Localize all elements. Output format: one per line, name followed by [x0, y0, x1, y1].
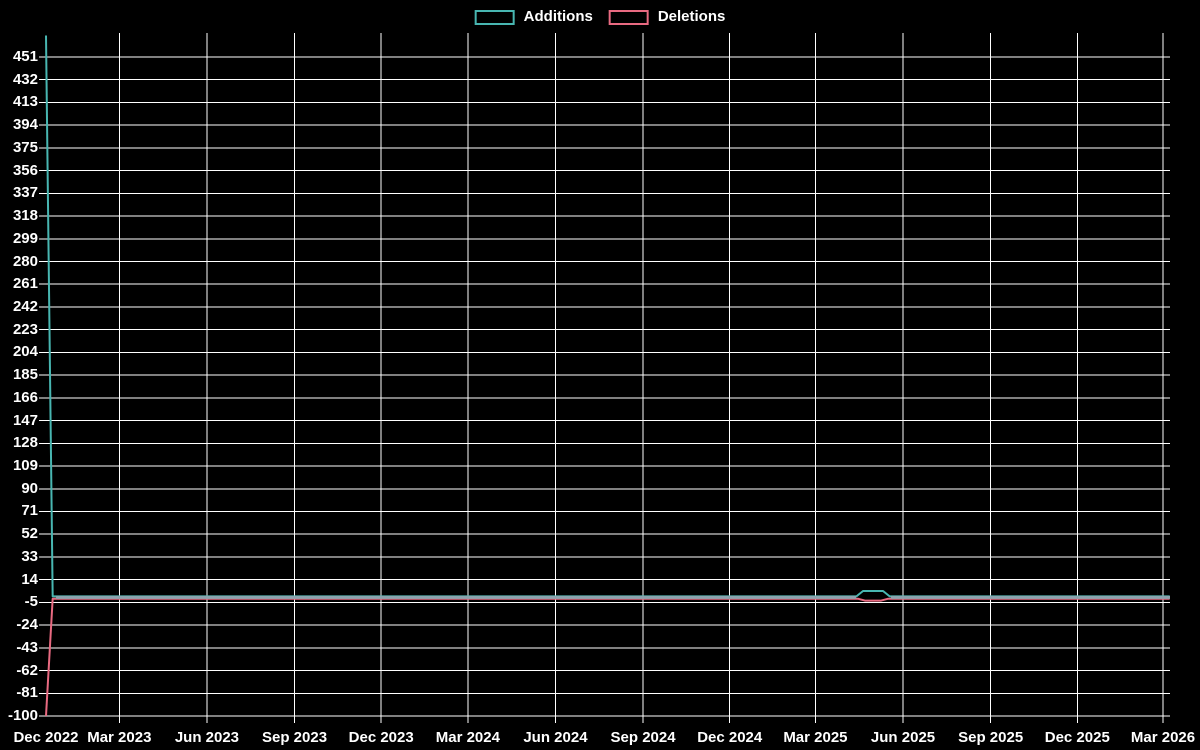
y-tick-label: 432 — [12, 70, 38, 88]
deletions-swatch-icon — [608, 9, 649, 25]
y-tick-label: 413 — [12, 93, 38, 111]
x-tick-label: Jun 2023 — [174, 729, 240, 746]
x-tick-label: Jun 2025 — [870, 729, 936, 746]
y-tick-label: 71 — [21, 502, 38, 520]
legend-label-additions: Additions — [523, 8, 593, 25]
x-tick-label: Dec 2025 — [1044, 729, 1110, 746]
x-tick-label: Sep 2023 — [262, 729, 328, 746]
y-tick-label: 33 — [21, 547, 38, 565]
x-tick-label: Sep 2024 — [610, 729, 676, 746]
x-tick-label: Dec 2024 — [697, 729, 763, 746]
y-tick-label: 242 — [12, 297, 38, 315]
x-tick-label: Jun 2024 — [523, 729, 588, 746]
legend-label-deletions: Deletions — [657, 8, 726, 25]
y-tick-label: 147 — [12, 411, 38, 429]
x-tick-label: Mar 2026 — [1130, 729, 1196, 746]
additions-swatch-icon — [474, 9, 515, 25]
chart-legend: Additions Deletions — [474, 8, 726, 26]
x-tick-label: Mar 2023 — [87, 729, 152, 746]
additions-line — [45, 35, 1170, 598]
y-tick-label: 299 — [12, 229, 38, 247]
y-tick-label: 261 — [12, 275, 38, 293]
x-tick-label: Mar 2024 — [435, 729, 500, 746]
x-tick-label: Mar 2025 — [783, 729, 848, 746]
x-tick-label: Dec 2022 — [13, 729, 79, 746]
y-tick-label: 128 — [12, 434, 38, 452]
y-tick-label: 318 — [12, 207, 38, 225]
deletions-line — [45, 597, 1170, 717]
y-tick-label: 223 — [12, 320, 38, 338]
legend-item-additions[interactable]: Additions — [474, 8, 593, 26]
y-tick-label: 14 — [21, 570, 38, 588]
y-tick-label: -62 — [16, 661, 38, 679]
x-tick-label: Sep 2025 — [958, 729, 1024, 746]
y-tick-label: -5 — [24, 593, 38, 611]
y-tick-label: 337 — [12, 184, 38, 202]
y-tick-label: 204 — [12, 343, 38, 361]
y-tick-label: 109 — [12, 457, 38, 475]
y-tick-label: 166 — [12, 388, 38, 406]
y-tick-label: -81 — [16, 684, 38, 702]
y-tick-label: 375 — [12, 138, 38, 156]
x-tick-label: Dec 2023 — [348, 729, 414, 746]
y-tick-label: -100 — [7, 707, 38, 724]
y-tick-label: 394 — [12, 116, 38, 134]
y-tick-label: -43 — [16, 638, 38, 656]
y-tick-label: 356 — [12, 161, 38, 179]
y-tick-label: 451 — [12, 48, 38, 65]
y-tick-label: -24 — [16, 616, 38, 634]
y-tick-label: 52 — [21, 525, 38, 543]
legend-item-deletions[interactable]: Deletions — [608, 8, 726, 26]
y-tick-label: 185 — [12, 366, 38, 384]
y-tick-label: 280 — [12, 252, 38, 270]
y-tick-label: 90 — [21, 479, 38, 497]
